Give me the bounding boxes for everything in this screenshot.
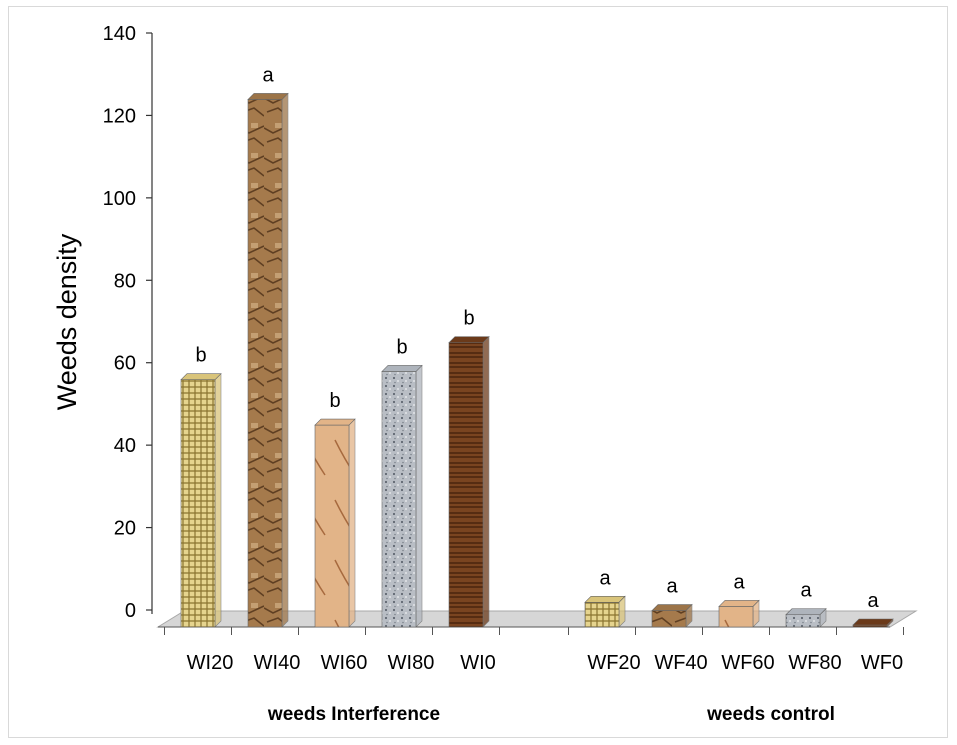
x-category-label: WI20	[187, 652, 234, 674]
significance-letter: a	[599, 567, 611, 589]
x-category-label: WI40	[254, 652, 301, 674]
chart-frame	[8, 6, 948, 738]
y-tick-label: 140	[103, 23, 136, 45]
bar-front-face	[314, 424, 350, 628]
bar-top-face	[180, 373, 222, 381]
bar-top-face	[381, 365, 423, 372]
significance-letter: b	[396, 336, 407, 358]
y-tick-label: 0	[125, 600, 136, 622]
bar-side-face	[482, 335, 490, 628]
y-tick-label: 120	[103, 105, 136, 127]
x-category-label: WF0	[861, 652, 903, 674]
bar-front-face	[718, 606, 754, 628]
bar-top-face	[314, 418, 356, 426]
bar-wi20	[180, 372, 222, 628]
group-label: weeds control	[706, 704, 835, 725]
bar-front-face	[785, 614, 821, 628]
y-tick-label: 20	[114, 518, 136, 540]
y-tick-label: 80	[114, 270, 136, 292]
bar-wi80	[381, 364, 423, 628]
x-category-label: WI60	[321, 652, 368, 674]
significance-letter: b	[195, 345, 206, 367]
bar-side-face	[214, 372, 222, 628]
bar-top-face	[584, 595, 626, 603]
bar-top-face	[852, 618, 894, 626]
bar-top-face	[651, 604, 693, 611]
bar-front-face	[180, 379, 216, 628]
significance-letter: a	[262, 64, 274, 86]
bar-wi60	[314, 418, 356, 628]
bar-side-face	[415, 364, 423, 628]
x-category-label: WF40	[654, 652, 707, 674]
significance-letter: b	[463, 308, 474, 330]
bar-side-face	[281, 92, 289, 628]
bar-wi0	[448, 335, 490, 628]
bar-front-face	[651, 610, 687, 628]
bar-top-face	[448, 336, 490, 343]
bar-side-face	[348, 418, 356, 628]
significance-letter: a	[733, 571, 745, 593]
x-category-label: WF20	[587, 652, 640, 674]
bar-wi40	[247, 92, 289, 628]
y-axis-title: Weeds density	[52, 233, 82, 410]
bar-front-face	[448, 342, 484, 628]
significance-letter: a	[666, 576, 678, 598]
bar-top-face	[247, 93, 289, 100]
bar-wf20	[584, 595, 626, 628]
bar-front-face	[247, 99, 283, 628]
bar-top-face	[718, 600, 760, 607]
y-tick-label: 60	[114, 353, 136, 375]
bar-front-face	[584, 601, 620, 628]
bar-wf40	[651, 603, 693, 628]
significance-letter: a	[800, 580, 812, 602]
x-category-label: WF80	[788, 652, 841, 674]
bar-wf80	[785, 607, 827, 628]
y-tick-label: 100	[103, 188, 136, 210]
significance-letter: a	[867, 590, 879, 612]
bar-front-face	[381, 371, 417, 628]
bar-wf60	[718, 599, 760, 628]
group-label: weeds Interference	[267, 704, 440, 725]
x-category-label: WI0	[460, 652, 496, 674]
y-tick-label: 40	[114, 435, 136, 457]
significance-letter: b	[329, 390, 340, 412]
bar-wf0	[852, 618, 894, 628]
x-category-label: WI80	[388, 652, 435, 674]
x-category-label: WF60	[721, 652, 774, 674]
bar-top-face	[785, 608, 827, 615]
